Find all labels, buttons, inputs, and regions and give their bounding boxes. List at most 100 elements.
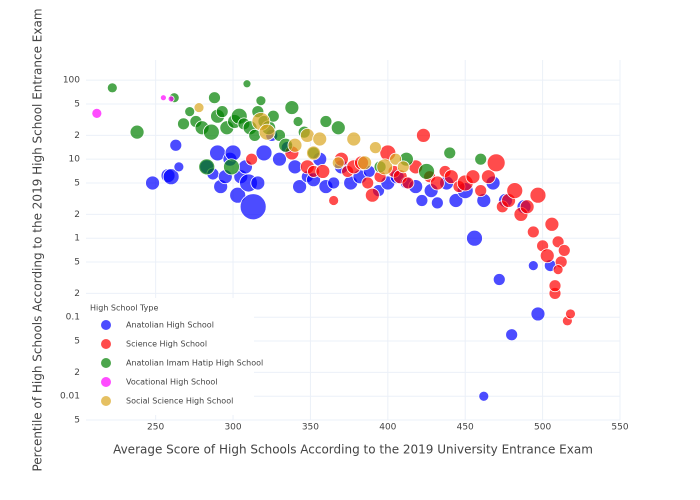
point (208, 91, 221, 105)
legend-box (86, 298, 254, 415)
legend-marker (101, 358, 111, 368)
point (145, 175, 160, 191)
point (415, 194, 429, 207)
x-axis-title: Average Score of High Schools According … (113, 443, 593, 457)
x-tick-label: 450 (457, 423, 474, 433)
point (552, 264, 564, 276)
legend-label: Science High School (126, 340, 207, 349)
point (306, 145, 321, 161)
point (548, 279, 562, 293)
legend-marker (101, 339, 111, 349)
point (287, 137, 303, 153)
point (526, 225, 540, 239)
y-tick-label: 5 (74, 178, 80, 188)
point (255, 144, 273, 162)
point (106, 82, 118, 94)
point (505, 328, 519, 342)
point (169, 138, 183, 152)
point (129, 124, 145, 140)
point (346, 131, 362, 147)
point (284, 100, 300, 115)
point (557, 244, 571, 257)
point (229, 186, 247, 204)
point (159, 94, 167, 102)
point (357, 155, 373, 171)
point (331, 156, 345, 170)
point (330, 120, 346, 136)
point (319, 115, 333, 128)
y-tick-label: 2 (74, 131, 80, 141)
point (184, 106, 196, 118)
point (287, 159, 303, 175)
point (389, 152, 402, 166)
legend-label: Social Science High School (126, 397, 233, 406)
y-tick-label: 2 (74, 210, 80, 220)
point (416, 127, 431, 143)
point (239, 193, 267, 221)
point (506, 182, 524, 200)
x-tick-label: 550 (611, 423, 628, 433)
legend-label: Anatolian Imam Hatip High School (126, 359, 263, 368)
y-tick-label: 5 (74, 257, 80, 267)
point (272, 151, 287, 167)
point (401, 176, 415, 190)
point (565, 308, 576, 320)
point (486, 153, 506, 173)
point (465, 169, 481, 185)
legend-marker (101, 396, 111, 406)
y-tick-label: 100 (63, 76, 80, 86)
y-tick-label: 0.1 (66, 313, 80, 323)
point (443, 146, 457, 160)
point (429, 175, 445, 191)
point (396, 160, 410, 174)
point (198, 158, 216, 176)
point (299, 127, 315, 143)
point (202, 123, 220, 141)
y-tick-label: 1 (74, 234, 80, 244)
point (292, 116, 304, 127)
point (443, 169, 459, 185)
point (492, 273, 506, 286)
y-axis-title: Percentile of High Schools According to … (31, 8, 45, 471)
point (448, 193, 464, 208)
point (328, 195, 340, 206)
point (519, 199, 535, 215)
point (474, 184, 488, 198)
point (162, 168, 180, 186)
legend-label: Anatolian High School (126, 321, 214, 330)
point (167, 95, 175, 103)
point (544, 216, 560, 232)
point (364, 187, 380, 203)
point (418, 163, 435, 180)
point (245, 152, 259, 166)
point (315, 164, 331, 179)
point (91, 107, 103, 119)
legend-title: High School Type (90, 304, 158, 313)
point (481, 169, 496, 185)
x-tick-label: 400 (379, 423, 396, 433)
y-tick-label: 5 (74, 416, 80, 426)
point (527, 260, 539, 271)
legend-label: Vocational High School (126, 378, 218, 387)
point (327, 176, 341, 190)
point (173, 161, 185, 173)
point (529, 186, 547, 204)
point (530, 306, 546, 322)
point (539, 248, 555, 264)
x-tick-label: 500 (534, 423, 551, 433)
x-tick-label: 300 (224, 423, 241, 433)
point (223, 158, 240, 176)
point (250, 175, 266, 191)
point (376, 158, 394, 176)
point (312, 131, 328, 147)
point (224, 144, 242, 162)
point (430, 196, 444, 210)
point (361, 176, 375, 190)
y-tick-label: 2 (74, 289, 80, 299)
y-tick-label: 2 (74, 368, 80, 378)
point (478, 390, 490, 402)
legend-marker (101, 377, 111, 387)
point (369, 141, 382, 155)
point (474, 152, 488, 166)
